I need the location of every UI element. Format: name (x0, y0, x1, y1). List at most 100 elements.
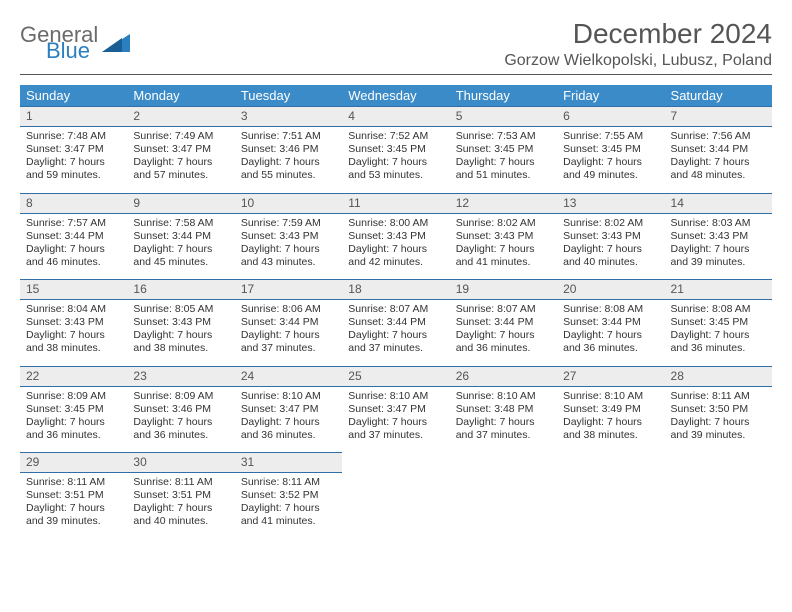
cell-line-sr: Sunrise: 8:00 AM (348, 217, 443, 230)
cell-line-d1: Daylight: 7 hours (26, 502, 121, 515)
day-header: Friday (557, 85, 664, 107)
cell-line-d1: Daylight: 7 hours (456, 156, 551, 169)
cell-line-ss: Sunset: 3:43 PM (348, 230, 443, 243)
cell-line-d1: Daylight: 7 hours (671, 416, 766, 429)
cell-line-d2: and 38 minutes. (563, 429, 658, 442)
day-number-cell: 23 (127, 366, 234, 386)
day-content-cell: Sunrise: 8:09 AMSunset: 3:45 PMDaylight:… (20, 386, 127, 453)
cell-line-d2: and 36 minutes. (456, 342, 551, 355)
day-content-cell: Sunrise: 8:11 AMSunset: 3:50 PMDaylight:… (665, 386, 772, 453)
day-number-cell: 26 (450, 366, 557, 386)
cell-line-ss: Sunset: 3:47 PM (241, 403, 336, 416)
cell-line-d2: and 36 minutes. (26, 429, 121, 442)
cell-line-d2: and 36 minutes. (241, 429, 336, 442)
cell-line-ss: Sunset: 3:43 PM (563, 230, 658, 243)
cell-line-ss: Sunset: 3:48 PM (456, 403, 551, 416)
cell-line-sr: Sunrise: 8:05 AM (133, 303, 228, 316)
cell-line-d2: and 37 minutes. (241, 342, 336, 355)
content-row: Sunrise: 7:48 AMSunset: 3:47 PMDaylight:… (20, 127, 772, 194)
cell-line-sr: Sunrise: 7:49 AM (133, 130, 228, 143)
day-number-cell: 16 (127, 280, 234, 300)
day-content-cell (557, 473, 664, 539)
cell-line-d1: Daylight: 7 hours (241, 329, 336, 342)
cell-line-ss: Sunset: 3:43 PM (456, 230, 551, 243)
day-content-cell: Sunrise: 8:02 AMSunset: 3:43 PMDaylight:… (450, 213, 557, 280)
day-content-cell: Sunrise: 8:04 AMSunset: 3:43 PMDaylight:… (20, 300, 127, 367)
cell-line-ss: Sunset: 3:44 PM (26, 230, 121, 243)
day-header: Tuesday (235, 85, 342, 107)
title-block: December 2024 Gorzow Wielkopolski, Lubus… (504, 18, 772, 70)
cell-line-ss: Sunset: 3:44 PM (133, 230, 228, 243)
cell-line-ss: Sunset: 3:45 PM (26, 403, 121, 416)
content-row: Sunrise: 7:57 AMSunset: 3:44 PMDaylight:… (20, 213, 772, 280)
logo-triangle-icon (102, 30, 130, 57)
content-row: Sunrise: 8:09 AMSunset: 3:45 PM Daylight:… (20, 386, 772, 453)
day-number-cell: 19 (450, 280, 557, 300)
cell-line-sr: Sunrise: 7:53 AM (456, 130, 551, 143)
cell-line-sr: Sunrise: 8:08 AM (563, 303, 658, 316)
cell-line-sr: Sunrise: 8:09 AM (26, 390, 121, 403)
cell-line-d2: and 55 minutes. (241, 169, 336, 182)
day-content-cell: Sunrise: 7:56 AMSunset: 3:44 PMDaylight:… (665, 127, 772, 194)
cell-line-ss: Sunset: 3:45 PM (671, 316, 766, 329)
day-content-cell: Sunrise: 8:05 AMSunset: 3:43 PMDaylight:… (127, 300, 234, 367)
cell-line-ss: Sunset: 3:47 PM (26, 143, 121, 156)
day-content-cell: Sunrise: 8:10 AMSunset: 3:48 PMDaylight:… (450, 386, 557, 453)
cell-line-ss: Sunset: 3:43 PM (26, 316, 121, 329)
cell-line-sr: Sunrise: 8:04 AM (26, 303, 121, 316)
cell-line-d2: and 43 minutes. (241, 256, 336, 269)
header-bar: General Blue December 2024 Gorzow Wielko… (20, 18, 772, 70)
cell-line-d1: Daylight: 7 hours (671, 243, 766, 256)
cell-line-sr: Sunrise: 7:59 AM (241, 217, 336, 230)
day-number-cell: 7 (665, 107, 772, 127)
cell-line-ss: Sunset: 3:45 PM (563, 143, 658, 156)
cell-line-d1: Daylight: 7 hours (348, 243, 443, 256)
cell-line-d2: and 37 minutes. (348, 429, 443, 442)
cell-line-ss: Sunset: 3:52 PM (241, 489, 336, 502)
cell-line-sr: Sunrise: 8:10 AM (241, 390, 336, 403)
cell-line-d2: and 37 minutes. (348, 342, 443, 355)
day-header: Saturday (665, 85, 772, 107)
day-content-cell: Sunrise: 8:09 AMSunset: 3:46 PMDaylight:… (127, 386, 234, 453)
cell-line-d1: Daylight: 7 hours (348, 156, 443, 169)
cell-line-sr: Sunrise: 8:11 AM (671, 390, 766, 403)
day-content-cell: Sunrise: 8:11 AMSunset: 3:52 PMDaylight:… (235, 473, 342, 539)
cell-line-ss: Sunset: 3:46 PM (133, 403, 228, 416)
day-number-cell (665, 453, 772, 473)
cell-line-sr: Sunrise: 7:52 AM (348, 130, 443, 143)
cell-line-d1: Daylight: 7 hours (133, 243, 228, 256)
day-header: Sunday (20, 85, 127, 107)
day-number-cell: 5 (450, 107, 557, 127)
day-content-cell: Sunrise: 8:10 AMSunset: 3:49 PMDaylight:… (557, 386, 664, 453)
day-number-cell: 15 (20, 280, 127, 300)
cell-line-d2: and 36 minutes. (563, 342, 658, 355)
cell-line-sr: Sunrise: 7:58 AM (133, 217, 228, 230)
cell-line-d1: Daylight: 7 hours (26, 156, 121, 169)
day-number-cell: 18 (342, 280, 449, 300)
day-content-cell: Sunrise: 7:57 AMSunset: 3:44 PMDaylight:… (20, 213, 127, 280)
day-number-cell (557, 453, 664, 473)
cell-line-d1: Daylight: 7 hours (456, 416, 551, 429)
day-content-cell: Sunrise: 7:52 AMSunset: 3:45 PMDaylight:… (342, 127, 449, 194)
cell-line-ss: Sunset: 3:45 PM (456, 143, 551, 156)
day-content-cell: Sunrise: 8:10 AMSunset: 3:47 PMDaylight:… (342, 386, 449, 453)
day-number-cell: 31 (235, 453, 342, 473)
day-number-cell: 25 (342, 366, 449, 386)
cell-line-d1: Daylight: 7 hours (456, 243, 551, 256)
day-content-cell: Sunrise: 8:08 AMSunset: 3:45 PMDaylight:… (665, 300, 772, 367)
daynum-row: 1234567 (20, 107, 772, 127)
day-header: Monday (127, 85, 234, 107)
day-number-cell: 29 (20, 453, 127, 473)
cell-line-d1: Daylight: 7 hours (133, 329, 228, 342)
cell-line-d2: and 45 minutes. (133, 256, 228, 269)
day-content-cell: Sunrise: 7:55 AMSunset: 3:45 PMDaylight:… (557, 127, 664, 194)
cell-line-ss: Sunset: 3:44 PM (241, 316, 336, 329)
cell-line-sr: Sunrise: 8:08 AM (671, 303, 766, 316)
content-row: Sunrise: 8:11 AMSunset: 3:51 PMDaylight:… (20, 473, 772, 539)
title-rule (20, 74, 772, 75)
day-content-cell: Sunrise: 8:07 AMSunset: 3:44 PMDaylight:… (450, 300, 557, 367)
day-content-cell: Sunrise: 7:58 AMSunset: 3:44 PMDaylight:… (127, 213, 234, 280)
day-number-cell: 24 (235, 366, 342, 386)
day-content-cell: Sunrise: 8:11 AMSunset: 3:51 PMDaylight:… (127, 473, 234, 539)
day-content-cell: Sunrise: 8:02 AMSunset: 3:43 PMDaylight:… (557, 213, 664, 280)
